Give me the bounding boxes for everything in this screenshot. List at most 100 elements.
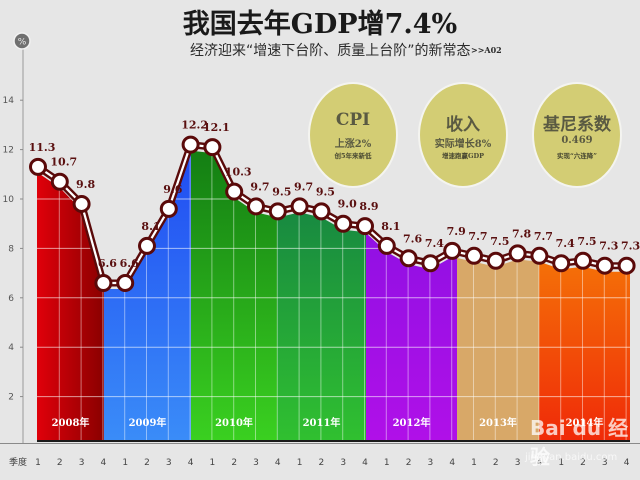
year-region-2009年 <box>104 150 191 440</box>
percent-badge <box>13 32 31 50</box>
gini-bubble: 基尼系数 0.469 实现“六连降” <box>532 82 622 188</box>
cpi-bubble: CPI 上涨2% 创5年来新低 <box>308 82 398 188</box>
gdp-line <box>37 143 627 285</box>
year-label: 2010年 <box>215 416 253 429</box>
quarter-label: 2 <box>144 458 150 468</box>
data-label: 7.7 <box>534 230 553 243</box>
data-label: 7.4 <box>556 237 575 250</box>
data-label: 8.1 <box>141 220 160 233</box>
year-label: 2008年 <box>52 416 90 429</box>
year-label: 2009年 <box>129 416 167 429</box>
page-subtitle: 经济迎来“增速下台阶、质量上台阶”的新常态 <box>190 43 471 59</box>
quarter-label: 2 <box>493 458 499 468</box>
data-label: 7.7 <box>468 230 487 243</box>
data-point <box>29 157 47 176</box>
quarter-label: 1 <box>122 458 128 468</box>
data-point <box>356 217 374 236</box>
data-point <box>159 199 178 218</box>
y-tick-label: 14 <box>3 96 15 106</box>
data-point <box>181 135 200 154</box>
data-point <box>421 254 440 273</box>
quarter-label: 2 <box>231 458 237 468</box>
bubble-title: 基尼系数 <box>543 115 611 135</box>
page-title: 我国去年GDP增7.4% <box>182 9 458 40</box>
y-tick-label: 6 <box>8 294 14 304</box>
data-label: 7.8 <box>512 227 531 240</box>
data-point <box>268 202 287 221</box>
bubble-note: 实现“六连降” <box>557 152 597 160</box>
quarter-label: 4 <box>362 458 368 468</box>
quarter-label: 4 <box>101 458 107 468</box>
data-label: 9.5 <box>272 185 291 198</box>
bubble-subtitle: 0.469 <box>561 135 593 146</box>
data-label: 9.0 <box>338 198 357 211</box>
quarter-label: 3 <box>602 458 608 468</box>
data-point <box>94 273 113 292</box>
data-label: 9.7 <box>294 180 313 193</box>
data-point <box>116 273 135 292</box>
y-tick-label: 4 <box>8 343 14 353</box>
quarter-label: 4 <box>624 458 630 468</box>
data-label: 7.5 <box>490 235 509 248</box>
bubble-title: 收入 <box>446 115 480 135</box>
bubble-note: 增速跑赢GDP <box>441 152 485 160</box>
data-label: 8.9 <box>359 200 378 213</box>
quarter-label: 1 <box>35 458 41 468</box>
data-point <box>530 246 549 265</box>
quarter-label: 3 <box>340 458 346 468</box>
data-point <box>225 182 244 201</box>
data-point <box>334 214 353 233</box>
data-label: 12.1 <box>203 121 230 134</box>
quarter-label: 3 <box>253 458 259 468</box>
y-tick-label: 8 <box>8 244 14 254</box>
quarter-label: 1 <box>297 458 303 468</box>
quarter-label: 4 <box>188 458 194 468</box>
quarter-label: 4 <box>537 458 543 468</box>
y-tick-label: 12 <box>3 146 14 156</box>
quarter-label: 4 <box>275 458 281 468</box>
data-label: 6.6 <box>120 257 139 270</box>
data-label: 7.3 <box>621 240 640 253</box>
x-axis-title: 季度 <box>9 456 27 468</box>
quarter-label: 2 <box>580 458 586 468</box>
quarter-label: 3 <box>79 458 85 468</box>
bubble-note: 创5年来新低 <box>334 152 372 160</box>
quarter-label: 1 <box>471 458 477 468</box>
year-label: 2014年 <box>566 416 604 429</box>
year-label: 2011年 <box>303 416 341 429</box>
data-point <box>290 197 309 216</box>
data-point <box>465 246 483 265</box>
data-label: 6.6 <box>98 257 117 270</box>
bubble-subtitle: 实际增长8% <box>434 139 492 150</box>
data-label: 9.5 <box>316 185 335 198</box>
data-point <box>443 241 462 260</box>
quarter-label: 1 <box>558 458 564 468</box>
data-label: 9.6 <box>163 183 182 196</box>
data-label: 7.6 <box>403 232 422 245</box>
data-label: 12.2 <box>181 119 208 132</box>
bubble-subtitle: 上涨2% <box>334 139 372 150</box>
data-point <box>486 251 505 270</box>
quarter-label: 2 <box>57 458 63 468</box>
data-label: 10.7 <box>50 156 77 169</box>
quarter-label: 1 <box>210 458 216 468</box>
page-reference: >>A02 <box>471 45 502 55</box>
data-label: 10.3 <box>225 166 252 179</box>
quarter-label: 3 <box>166 458 172 468</box>
data-point <box>72 194 91 213</box>
data-label: 7.5 <box>577 235 596 248</box>
data-point <box>552 254 571 273</box>
data-label: 9.7 <box>250 180 269 193</box>
data-label: 9.8 <box>76 178 95 191</box>
data-point <box>574 251 592 270</box>
data-label: 11.3 <box>29 141 56 154</box>
data-point <box>399 249 418 268</box>
quarter-label: 3 <box>428 458 434 468</box>
data-label: 7.9 <box>447 225 466 238</box>
quarter-label: 3 <box>515 458 521 468</box>
data-label: 7.4 <box>425 237 444 250</box>
data-point <box>377 236 396 255</box>
data-point <box>312 202 331 221</box>
income-bubble: 收入 实际增长8% 增速跑赢GDP <box>418 82 508 188</box>
